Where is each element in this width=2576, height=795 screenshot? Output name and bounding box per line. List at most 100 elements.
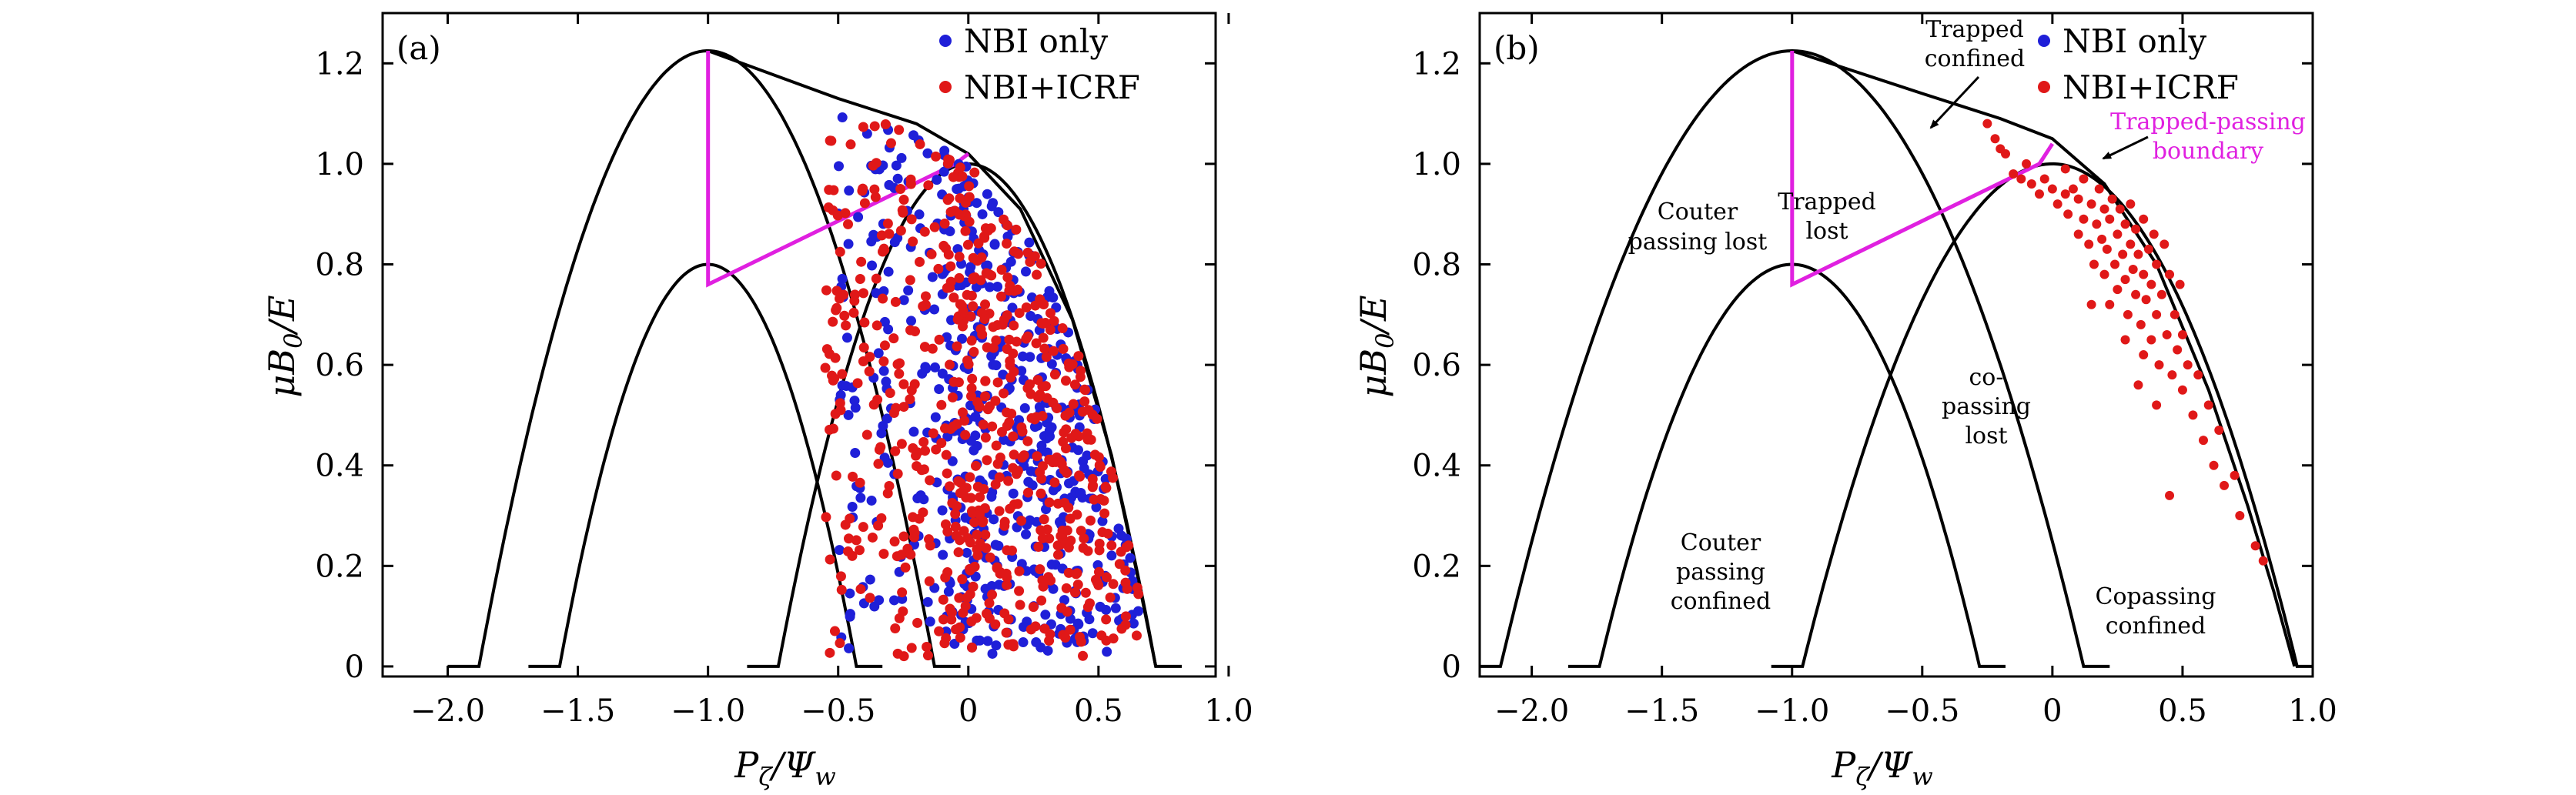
scatter-point (980, 223, 991, 234)
annotation-couter-passing-confined-3: confined (1671, 588, 1771, 615)
scatter-point (957, 407, 968, 418)
scatter-point (2001, 149, 2011, 159)
scatter-point (922, 596, 933, 607)
orbit-boundary-curve (1480, 48, 2110, 668)
panel-b: −2.0 −1.5 −1.0 −0.5 0 0.5 1.0 0 0.2 0.4 0.6 0.8 1.0… (1353, 12, 2337, 791)
scatter-point (1026, 292, 1037, 303)
scatter-point (1003, 476, 1014, 486)
scatter-point (1035, 488, 1046, 499)
scatter-point (919, 226, 930, 237)
scatter-point (979, 484, 989, 495)
scatter-point (969, 445, 979, 456)
scatter-point (946, 614, 957, 625)
scatter-point (938, 614, 948, 625)
scatter-point (2092, 219, 2102, 229)
orbit-boundary-curve (1771, 162, 2313, 668)
scatter-point (1093, 566, 1104, 577)
legend-marker-nbi-icrf (939, 81, 952, 93)
scatter-point (2175, 279, 2185, 289)
scatter-point (837, 112, 848, 123)
scatter-point (965, 493, 976, 503)
scatter-point (995, 453, 1005, 463)
scatter-point (1078, 650, 1089, 661)
scatter-point (964, 181, 975, 192)
scatter-point (882, 413, 892, 424)
scatter-point (888, 333, 899, 344)
scatter-point (897, 205, 908, 215)
scatter-point (855, 477, 865, 488)
scatter-point (1025, 352, 1035, 362)
scatter-point (930, 362, 941, 372)
scatter-point (999, 435, 1009, 446)
scatter-point (934, 334, 945, 345)
scatter-point (2120, 335, 2130, 345)
scatter-point (965, 472, 975, 483)
scatter-point (2136, 319, 2146, 329)
scatter-point (845, 611, 855, 622)
scatter-point (960, 429, 971, 440)
panel-a-yticks: 0 0.2 0.4 0.6 0.8 1.0 1.2 (315, 46, 1216, 685)
scatter-point (948, 292, 959, 303)
scatter-point (948, 376, 959, 387)
scatter-point (1131, 630, 1142, 641)
scatter-point (858, 356, 868, 367)
scatter-point (890, 446, 901, 456)
scatter-point (1048, 583, 1059, 594)
scatter-point (1105, 592, 1116, 603)
scatter-point (1083, 405, 1094, 416)
scatter-point (977, 209, 988, 219)
scatter-point (981, 268, 992, 279)
legend-marker-nbi-icrf-b (2038, 81, 2050, 93)
scatter-point (1006, 408, 1017, 419)
scatter-point (833, 161, 844, 172)
y-tick-label: 0.2 (1412, 549, 1461, 584)
scatter-point (939, 219, 950, 229)
scatter-point (2016, 174, 2026, 184)
scatter-point (2039, 174, 2049, 184)
x-tick-label: 1.0 (2288, 693, 2337, 729)
scatter-point (924, 576, 935, 586)
scatter-point (940, 572, 951, 583)
scatter-point (945, 261, 956, 272)
scatter-point (920, 291, 931, 302)
scatter-point (977, 329, 988, 340)
scatter-point (2162, 329, 2172, 339)
scatter-point (2089, 259, 2099, 269)
scatter-point (968, 252, 979, 263)
scatter-point (855, 583, 866, 594)
scatter-point (1114, 559, 1125, 570)
scatter-point (895, 225, 906, 236)
annotation-co-passing-lost-1: co- (1969, 364, 2004, 391)
scatter-point (874, 595, 885, 606)
scatter-point (952, 244, 963, 255)
scatter-point (920, 446, 931, 456)
scatter-point (919, 342, 930, 352)
scatter-point (980, 299, 991, 310)
annotation-couter-passing-confined-1: Couter (1681, 529, 1761, 556)
scatter-point (917, 368, 928, 379)
scatter-point (945, 226, 955, 237)
scatter-point (873, 348, 884, 359)
scatter-point (2167, 370, 2177, 380)
scatter-point (986, 201, 997, 212)
scatter-point (994, 506, 1005, 516)
scatter-point (1116, 530, 1127, 541)
scatter-point (965, 537, 975, 548)
scatter-point (1055, 531, 1066, 542)
scatter-point (905, 549, 916, 560)
scatter-point (962, 593, 972, 603)
scatter-point (826, 135, 837, 146)
scatter-point (926, 249, 937, 259)
scatter-point (975, 275, 986, 286)
scatter-point (1076, 487, 1086, 498)
scatter-point (1038, 332, 1049, 343)
scatter-point (1011, 469, 1022, 479)
scatter-point (890, 623, 901, 633)
scatter-point (1025, 379, 1035, 389)
scatter-point (916, 465, 927, 476)
scatter-point (2097, 234, 2107, 244)
scatter-point (829, 373, 840, 384)
scatter-point (1022, 436, 1033, 446)
scatter-point (958, 486, 969, 497)
scatter-point (974, 509, 985, 519)
